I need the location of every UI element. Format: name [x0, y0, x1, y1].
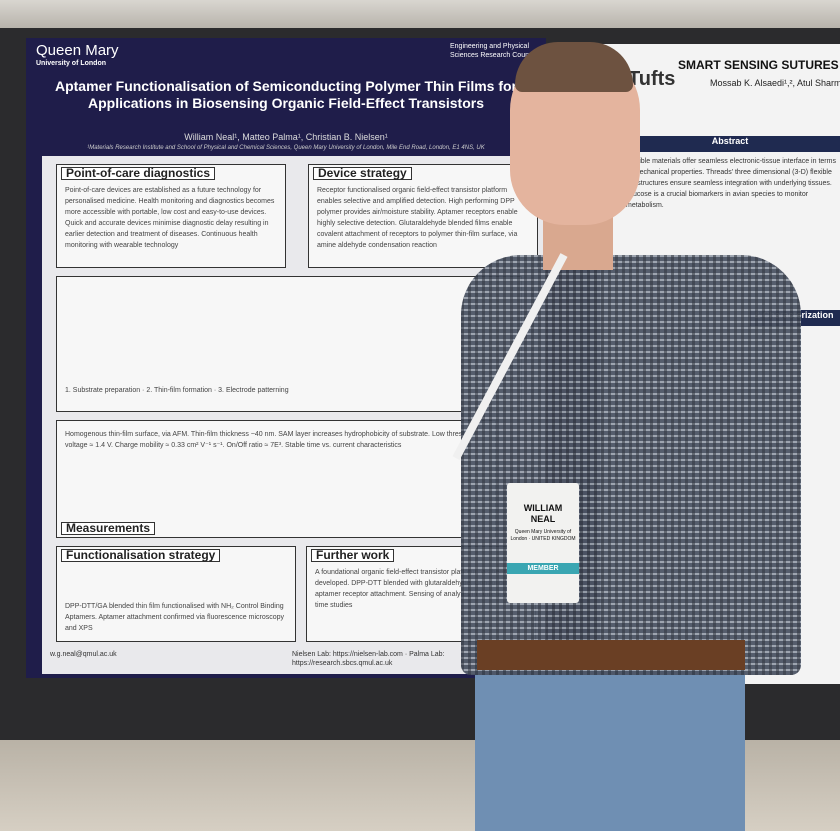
tufts-logo: Tufts: [628, 68, 676, 90]
plaid-shirt: [461, 255, 801, 675]
section-functionalisation: Functionalisation strategy DPP-DTT/GA ble…: [56, 546, 296, 642]
abstract-text: Flexible materials offer seamless electr…: [626, 158, 836, 209]
section-measurements: Homogenous thin-film surface, via AFM. T…: [56, 420, 496, 538]
epsrc-logo: Engineering and Physical Sciences Resear…: [450, 43, 536, 59]
poster-authors: William Neal¹, Matteo Palma¹, Christian …: [184, 132, 388, 142]
section-fabrication: 1. Substrate preparation · 2. Thin-film …: [56, 276, 522, 412]
section-device-strategy: Device strategy Receptor functionalised o…: [308, 164, 538, 268]
section-point-of-care: Point-of-care diagnostics Point-of-care d…: [56, 164, 286, 268]
poster-affiliation: ¹Materials Research Institute and School…: [87, 145, 485, 151]
person: [455, 40, 815, 831]
poster-right-title: SMART SENSING SUTURES: [678, 58, 839, 72]
queen-mary-logo: Queen Mary University of London: [36, 42, 119, 67]
abstract-heading: Abstract: [620, 136, 840, 152]
hair: [515, 42, 633, 92]
belt: [477, 640, 745, 670]
email: w.g.neal@qmul.ac.uk: [50, 651, 117, 658]
poster-right-authors: Mossab K. Alsaedi¹,², Atul Sharma²,³: [710, 78, 840, 88]
lab-links: Nielsen Lab: https://nielsen-lab.com · P…: [292, 651, 445, 667]
poster-title: Aptamer Functionalisation of Semiconduct…: [54, 78, 518, 111]
name-badge: WILLIAM NEAL Queen Mary University of Lo…: [507, 483, 579, 603]
